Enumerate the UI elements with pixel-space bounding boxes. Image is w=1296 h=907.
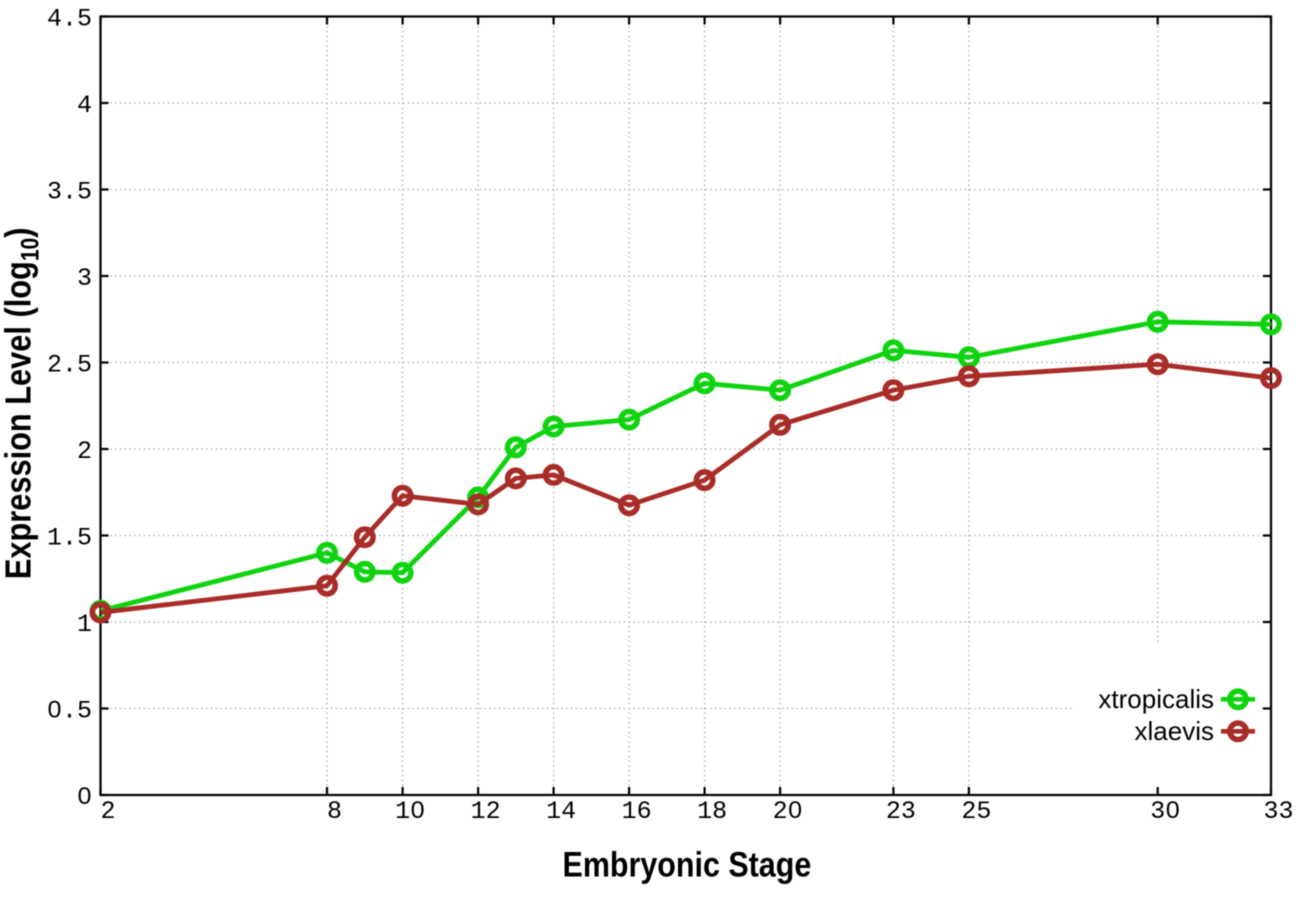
- svg-text:4.5: 4.5: [47, 5, 92, 34]
- svg-text:Expression Level (log10): Expression Level (log10): [0, 227, 44, 579]
- svg-text:xlaevis: xlaevis: [1135, 716, 1214, 746]
- svg-text:8: 8: [327, 797, 342, 826]
- svg-text:18: 18: [697, 797, 727, 826]
- svg-text:23: 23: [886, 797, 916, 826]
- svg-text:20: 20: [773, 797, 803, 826]
- svg-text:33: 33: [1263, 797, 1293, 826]
- svg-text:2: 2: [77, 437, 92, 466]
- svg-text:2.5: 2.5: [47, 351, 92, 380]
- svg-text:10: 10: [395, 797, 425, 826]
- svg-text:3: 3: [77, 264, 92, 293]
- svg-text:3.5: 3.5: [47, 178, 92, 207]
- svg-text:4: 4: [77, 91, 92, 120]
- svg-text:30: 30: [1150, 797, 1180, 826]
- svg-text:1: 1: [77, 610, 92, 639]
- svg-text:xtropicalis: xtropicalis: [1098, 684, 1214, 714]
- svg-text:14: 14: [546, 797, 576, 826]
- svg-text:16: 16: [622, 797, 652, 826]
- svg-text:1.5: 1.5: [47, 524, 92, 553]
- svg-text:12: 12: [471, 797, 501, 826]
- svg-text:25: 25: [961, 797, 991, 826]
- svg-text:Embryonic Stage: Embryonic Stage: [563, 845, 812, 885]
- svg-text:2: 2: [100, 797, 115, 826]
